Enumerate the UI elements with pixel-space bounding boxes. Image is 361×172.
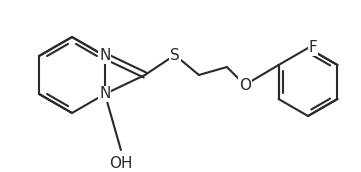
Text: O: O: [239, 78, 251, 93]
Text: S: S: [170, 47, 180, 62]
Text: N: N: [99, 49, 110, 63]
Text: F: F: [309, 40, 317, 56]
Text: OH: OH: [109, 156, 132, 171]
Text: N: N: [99, 87, 110, 101]
